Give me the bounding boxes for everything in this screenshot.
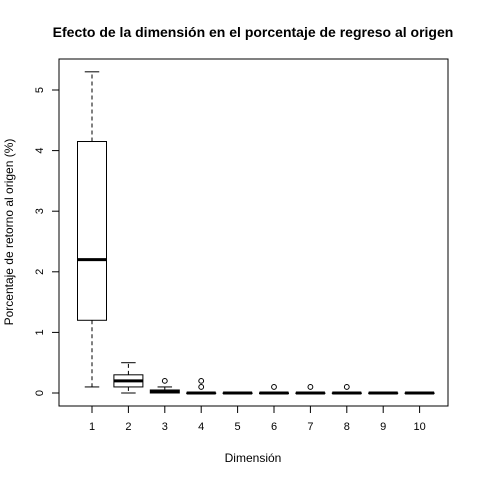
outlier-point xyxy=(198,384,205,390)
boxes-layer xyxy=(77,71,435,395)
outlier-point xyxy=(198,377,205,384)
outlier-point xyxy=(307,384,314,390)
box-2 xyxy=(113,362,144,394)
x-axis: 1 2 3 4 5 6 7 8 9 10 xyxy=(89,405,426,433)
y-axis-label: Porcentaje de retorno al origen (%) xyxy=(2,139,16,326)
outlier-point xyxy=(271,384,277,390)
y-tick-label: 3 xyxy=(34,208,46,214)
box-10 xyxy=(404,391,435,395)
chart-title: Efecto de la dimensión en el porcentaje … xyxy=(53,24,454,40)
box-9 xyxy=(368,391,399,395)
y-tick-label: 2 xyxy=(34,269,46,275)
box-5 xyxy=(222,391,253,395)
x-tick-label: 4 xyxy=(198,421,204,433)
box-7 xyxy=(295,384,326,395)
box-8 xyxy=(331,384,362,395)
outlier-point xyxy=(161,377,168,384)
x-tick-label: 1 xyxy=(89,421,95,433)
x-tick-label: 5 xyxy=(235,421,241,433)
y-axis: 0 1 2 3 4 5 xyxy=(34,87,60,396)
y-tick-label: 0 xyxy=(34,390,46,396)
box-3 xyxy=(149,377,180,394)
x-tick-label: 8 xyxy=(344,421,350,433)
x-tick-label: 2 xyxy=(125,421,131,433)
box-4 xyxy=(186,377,217,395)
x-tick-label: 3 xyxy=(162,421,168,433)
x-tick-label: 6 xyxy=(271,421,277,433)
y-tick-label: 4 xyxy=(34,148,46,154)
x-tick-label: 7 xyxy=(307,421,313,433)
plot-frame xyxy=(58,58,449,407)
y-tick-label: 5 xyxy=(34,87,46,93)
y-tick-label: 1 xyxy=(34,329,46,335)
box-rect xyxy=(77,141,107,321)
box-1 xyxy=(77,71,107,388)
x-axis-label: Dimensión xyxy=(225,451,282,465)
x-tick-label: 10 xyxy=(413,421,425,433)
outlier-point xyxy=(343,384,350,390)
x-tick-label: 9 xyxy=(380,421,386,433)
box-6 xyxy=(259,384,289,395)
